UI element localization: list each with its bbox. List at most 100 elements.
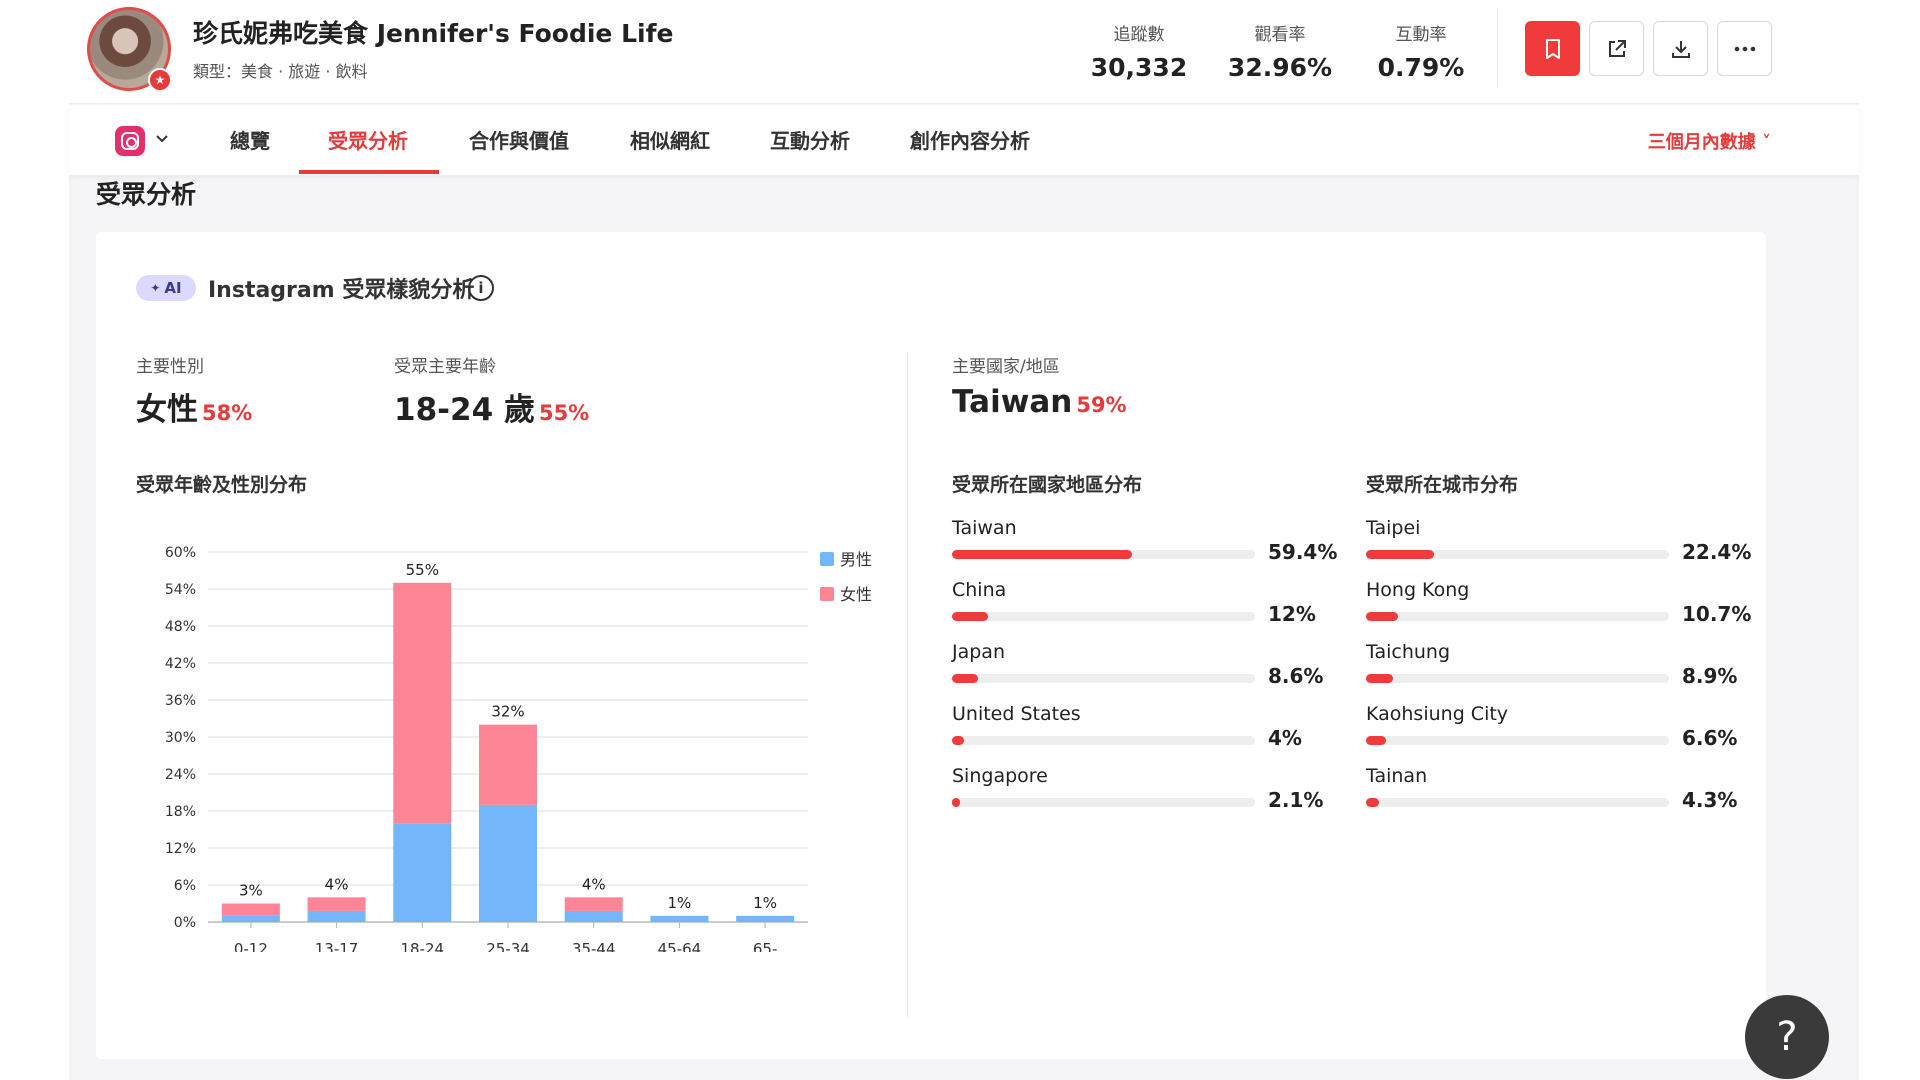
kpi-country-value: Taiwan 59%: [952, 384, 1127, 420]
city-bar-track: [1366, 736, 1669, 745]
y-tick-label: 42%: [165, 656, 196, 672]
verified-badge-icon: ★: [148, 68, 172, 92]
ai-badge: ✦ AI: [136, 275, 196, 301]
legend-label: 女性: [840, 585, 872, 604]
audience-card: ✦ AI Instagram 受眾樣貌分析 i 主要性別 女性 58% 受眾主要年齡…: [96, 232, 1766, 1059]
age-gender-chart: 0% 6% 12% 18% 24% 30% 36% 42% 48% 54% 60% 3% 0-12 4% 1…: [165, 545, 872, 952]
tab-audience[interactable]: 受眾分析: [328, 129, 408, 153]
stat-value: 0.79%: [1377, 53, 1465, 82]
more-icon: [1734, 46, 1755, 51]
kpi-percent: 55%: [538, 401, 590, 425]
y-tick-label: 36%: [165, 693, 196, 709]
city-title: 受眾所在城市分布: [1366, 474, 1519, 496]
bar-male: [564, 910, 623, 922]
country-name: Taiwan: [952, 517, 1017, 539]
city-row: Hong Kong 10.7%: [1366, 579, 1751, 639]
column-divider: [907, 352, 908, 1017]
tab-engagement[interactable]: 互動分析: [770, 129, 850, 153]
x-tick-label: 65-: [753, 940, 778, 952]
country-value: 8.6%: [1268, 664, 1324, 688]
profile-header: ★ 珍氏妮弗吃美食 Jennifer's Foodie Life 類型：美食 ·…: [69, 0, 1859, 104]
y-tick-label: 60%: [165, 545, 196, 561]
y-tick-label: 54%: [165, 582, 196, 598]
chevron-down-icon[interactable]: [155, 131, 169, 145]
country-row: Japan 8.6%: [952, 641, 1332, 701]
bar-total-label: 4%: [582, 875, 606, 893]
tab-bar: 總覽 受眾分析 合作與價值 相似網紅 互動分析 創作內容分析 三個月內數據 ˅: [69, 105, 1859, 175]
kpi-value: Taiwan: [952, 384, 1073, 420]
bar-total-label: 55%: [406, 561, 439, 579]
y-tick-label: 18%: [165, 804, 196, 820]
tab-similar[interactable]: 相似網紅: [630, 129, 710, 153]
country-value: 12%: [1268, 602, 1316, 626]
kpi-value: 女性: [136, 392, 198, 428]
city-bar-fill: [1366, 674, 1393, 683]
country-row: Singapore 2.1%: [952, 765, 1332, 825]
city-name: Taipei: [1366, 517, 1421, 539]
country-bar-fill: [952, 736, 965, 745]
stat-value: 30,332: [1090, 53, 1188, 82]
kpi-age-label: 受眾主要年齡: [394, 357, 496, 377]
profile-name: 珍氏妮弗吃美食 Jennifer's Foodie Life: [193, 19, 674, 48]
kpi-percent: 59%: [1076, 393, 1127, 417]
city-value: 6.6%: [1682, 726, 1738, 750]
bar-female: [564, 897, 623, 911]
info-icon[interactable]: i: [468, 275, 494, 301]
city-name: Hong Kong: [1366, 579, 1470, 601]
country-row: United States 4%: [952, 703, 1332, 763]
y-tick-label: 30%: [165, 730, 196, 746]
card-title: Instagram 受眾樣貌分析: [208, 278, 475, 303]
city-row: Taichung 8.9%: [1366, 641, 1746, 701]
more-button[interactable]: [1717, 21, 1772, 76]
city-row: Tainan 4.3%: [1366, 765, 1746, 825]
tab-collaboration[interactable]: 合作與價值: [469, 129, 569, 153]
kpi-value: 18-24 歲: [394, 392, 535, 428]
city-name: Tainan: [1366, 765, 1428, 787]
city-bar-fill: [1366, 798, 1380, 807]
tab-content[interactable]: 創作內容分析: [910, 129, 1030, 153]
tab-overview[interactable]: 總覽: [230, 129, 270, 153]
instagram-icon[interactable]: [115, 126, 145, 156]
sparkle-icon: ✦: [150, 281, 161, 295]
bar-female: [393, 582, 452, 824]
period-dropdown[interactable]: 三個月內數據 ˅: [1647, 132, 1771, 153]
country-value: 4%: [1268, 726, 1302, 750]
download-icon: [1671, 40, 1690, 58]
country-title: 受眾所在國家地區分布: [952, 474, 1143, 496]
city-row: Taipei 22.4%: [1366, 517, 1751, 577]
x-tick-label: 45-64: [658, 940, 702, 952]
country-bar-fill: [952, 612, 989, 621]
share-button[interactable]: [1589, 21, 1644, 76]
city-value: 10.7%: [1682, 602, 1752, 626]
bar-male: [650, 915, 709, 922]
ai-badge-label: AI: [164, 279, 182, 297]
download-button[interactable]: [1653, 21, 1708, 76]
bar-total-label: 1%: [753, 894, 777, 912]
bar-male: [307, 910, 366, 922]
help-button[interactable]: ?: [1745, 995, 1829, 1079]
country-bar-track: [952, 550, 1255, 559]
country-name: Japan: [952, 641, 1005, 663]
city-value: 4.3%: [1682, 788, 1738, 812]
bar-total-label: 32%: [491, 703, 524, 721]
bar-male: [479, 804, 537, 922]
chart-title: 受眾年齡及性別分布: [136, 474, 308, 496]
kpi-gender-label: 主要性別: [136, 357, 204, 377]
city-bar-track: [1366, 674, 1669, 683]
bar-total-label: 4%: [325, 875, 349, 893]
legend-label: 男性: [840, 550, 872, 569]
profile-category: 類型：美食 · 旅遊 · 飲料: [193, 62, 368, 81]
country-bar-fill: [952, 798, 960, 807]
bar-total-label: 1%: [668, 894, 692, 912]
city-bar-track: [1366, 612, 1669, 621]
avatar[interactable]: ★: [87, 7, 172, 92]
bookmark-button[interactable]: [1525, 21, 1580, 76]
legend-swatch: [820, 552, 834, 566]
y-tick-label: 24%: [165, 767, 196, 783]
country-name: China: [952, 579, 1007, 601]
kpi-percent: 58%: [202, 401, 253, 425]
y-tick-label: 0%: [174, 915, 196, 931]
bar-male: [221, 915, 280, 922]
bar-male: [393, 823, 452, 922]
x-tick-label: 35-44: [572, 940, 616, 952]
